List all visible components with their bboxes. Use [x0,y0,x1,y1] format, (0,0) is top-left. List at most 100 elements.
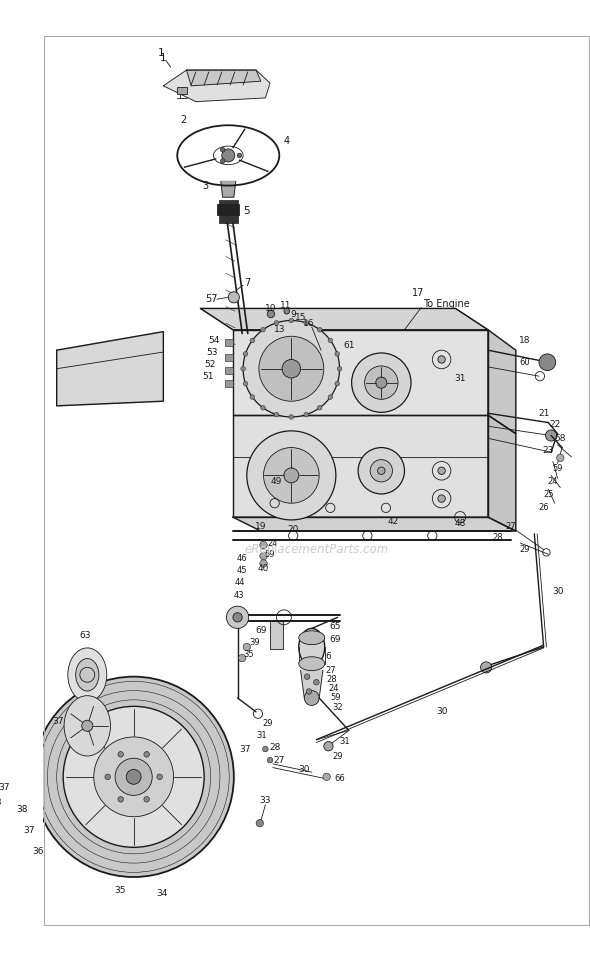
Circle shape [323,774,330,780]
Text: 1: 1 [158,48,165,59]
Text: 23: 23 [543,446,554,455]
Polygon shape [233,330,488,415]
Text: 7: 7 [244,279,250,288]
Ellipse shape [64,696,110,756]
Polygon shape [163,70,270,102]
Circle shape [438,356,445,363]
Circle shape [247,431,336,520]
Text: 49: 49 [271,478,282,486]
Text: 21: 21 [538,408,549,418]
Circle shape [243,382,248,386]
Text: To Engine: To Engine [423,299,470,308]
Text: 38: 38 [17,804,28,814]
Circle shape [546,430,556,441]
Polygon shape [488,330,516,433]
Text: 30: 30 [299,765,310,774]
Text: 59: 59 [265,550,276,558]
Circle shape [261,328,266,333]
Circle shape [304,691,319,705]
Circle shape [335,352,339,357]
Text: 34: 34 [156,889,167,899]
Text: 29: 29 [520,545,530,554]
Circle shape [267,757,273,763]
Circle shape [376,377,387,388]
Circle shape [267,310,275,318]
Text: 16: 16 [303,319,314,328]
Circle shape [264,448,319,504]
Circle shape [328,395,333,400]
Text: 29: 29 [333,752,343,761]
Text: 44: 44 [235,579,245,587]
Text: 60: 60 [520,357,530,367]
Bar [219,200,238,223]
Text: 69: 69 [255,626,267,635]
Circle shape [438,495,445,503]
Circle shape [144,797,149,802]
Text: 39: 39 [249,638,260,647]
Circle shape [314,679,319,685]
Text: 45: 45 [237,566,247,576]
Ellipse shape [76,658,99,691]
Circle shape [304,674,310,679]
Text: 61: 61 [343,341,355,350]
Circle shape [241,366,245,371]
Text: 40: 40 [258,564,269,573]
Circle shape [263,747,268,752]
Circle shape [63,706,204,848]
Circle shape [539,354,556,371]
Ellipse shape [299,656,325,671]
Polygon shape [57,332,163,406]
Text: eReplacementParts.com: eReplacementParts.com [244,543,388,556]
Circle shape [335,382,339,386]
Text: 10: 10 [265,304,277,313]
Circle shape [378,467,385,475]
Text: 38: 38 [0,799,2,807]
Text: 51: 51 [202,372,214,381]
Circle shape [556,454,564,461]
Circle shape [233,613,242,622]
Text: 30: 30 [552,587,563,596]
Circle shape [438,467,445,475]
Text: 37: 37 [23,826,35,835]
Circle shape [274,412,278,417]
Circle shape [115,758,152,796]
Ellipse shape [299,628,325,666]
Circle shape [118,752,123,757]
Bar [225,367,233,374]
Text: 31: 31 [256,730,267,740]
Circle shape [284,308,290,314]
Circle shape [260,560,267,567]
Polygon shape [233,517,516,531]
Circle shape [222,149,235,161]
Circle shape [289,414,294,419]
Text: 28: 28 [492,533,503,542]
Text: 24: 24 [267,538,278,548]
Text: 22: 22 [549,420,560,429]
Circle shape [328,338,333,343]
Bar [270,621,283,649]
Text: 35: 35 [114,886,126,896]
Text: 59: 59 [330,694,341,702]
Text: 24: 24 [548,478,558,486]
Text: 30: 30 [436,707,447,716]
Circle shape [306,689,312,694]
Circle shape [324,742,333,751]
Text: 6: 6 [326,652,332,661]
Circle shape [289,318,294,323]
Circle shape [260,553,267,560]
Circle shape [256,820,264,826]
Text: 28: 28 [269,743,280,752]
Circle shape [274,321,278,325]
Text: 19: 19 [255,522,267,530]
Circle shape [243,643,251,651]
Text: 59: 59 [552,464,563,474]
Text: 17: 17 [412,287,425,298]
Circle shape [259,336,324,401]
Text: 11: 11 [280,301,291,310]
Circle shape [243,321,340,417]
Circle shape [126,770,141,784]
Circle shape [105,774,110,779]
Circle shape [34,677,234,877]
Circle shape [250,338,255,343]
Text: 43: 43 [234,591,245,600]
